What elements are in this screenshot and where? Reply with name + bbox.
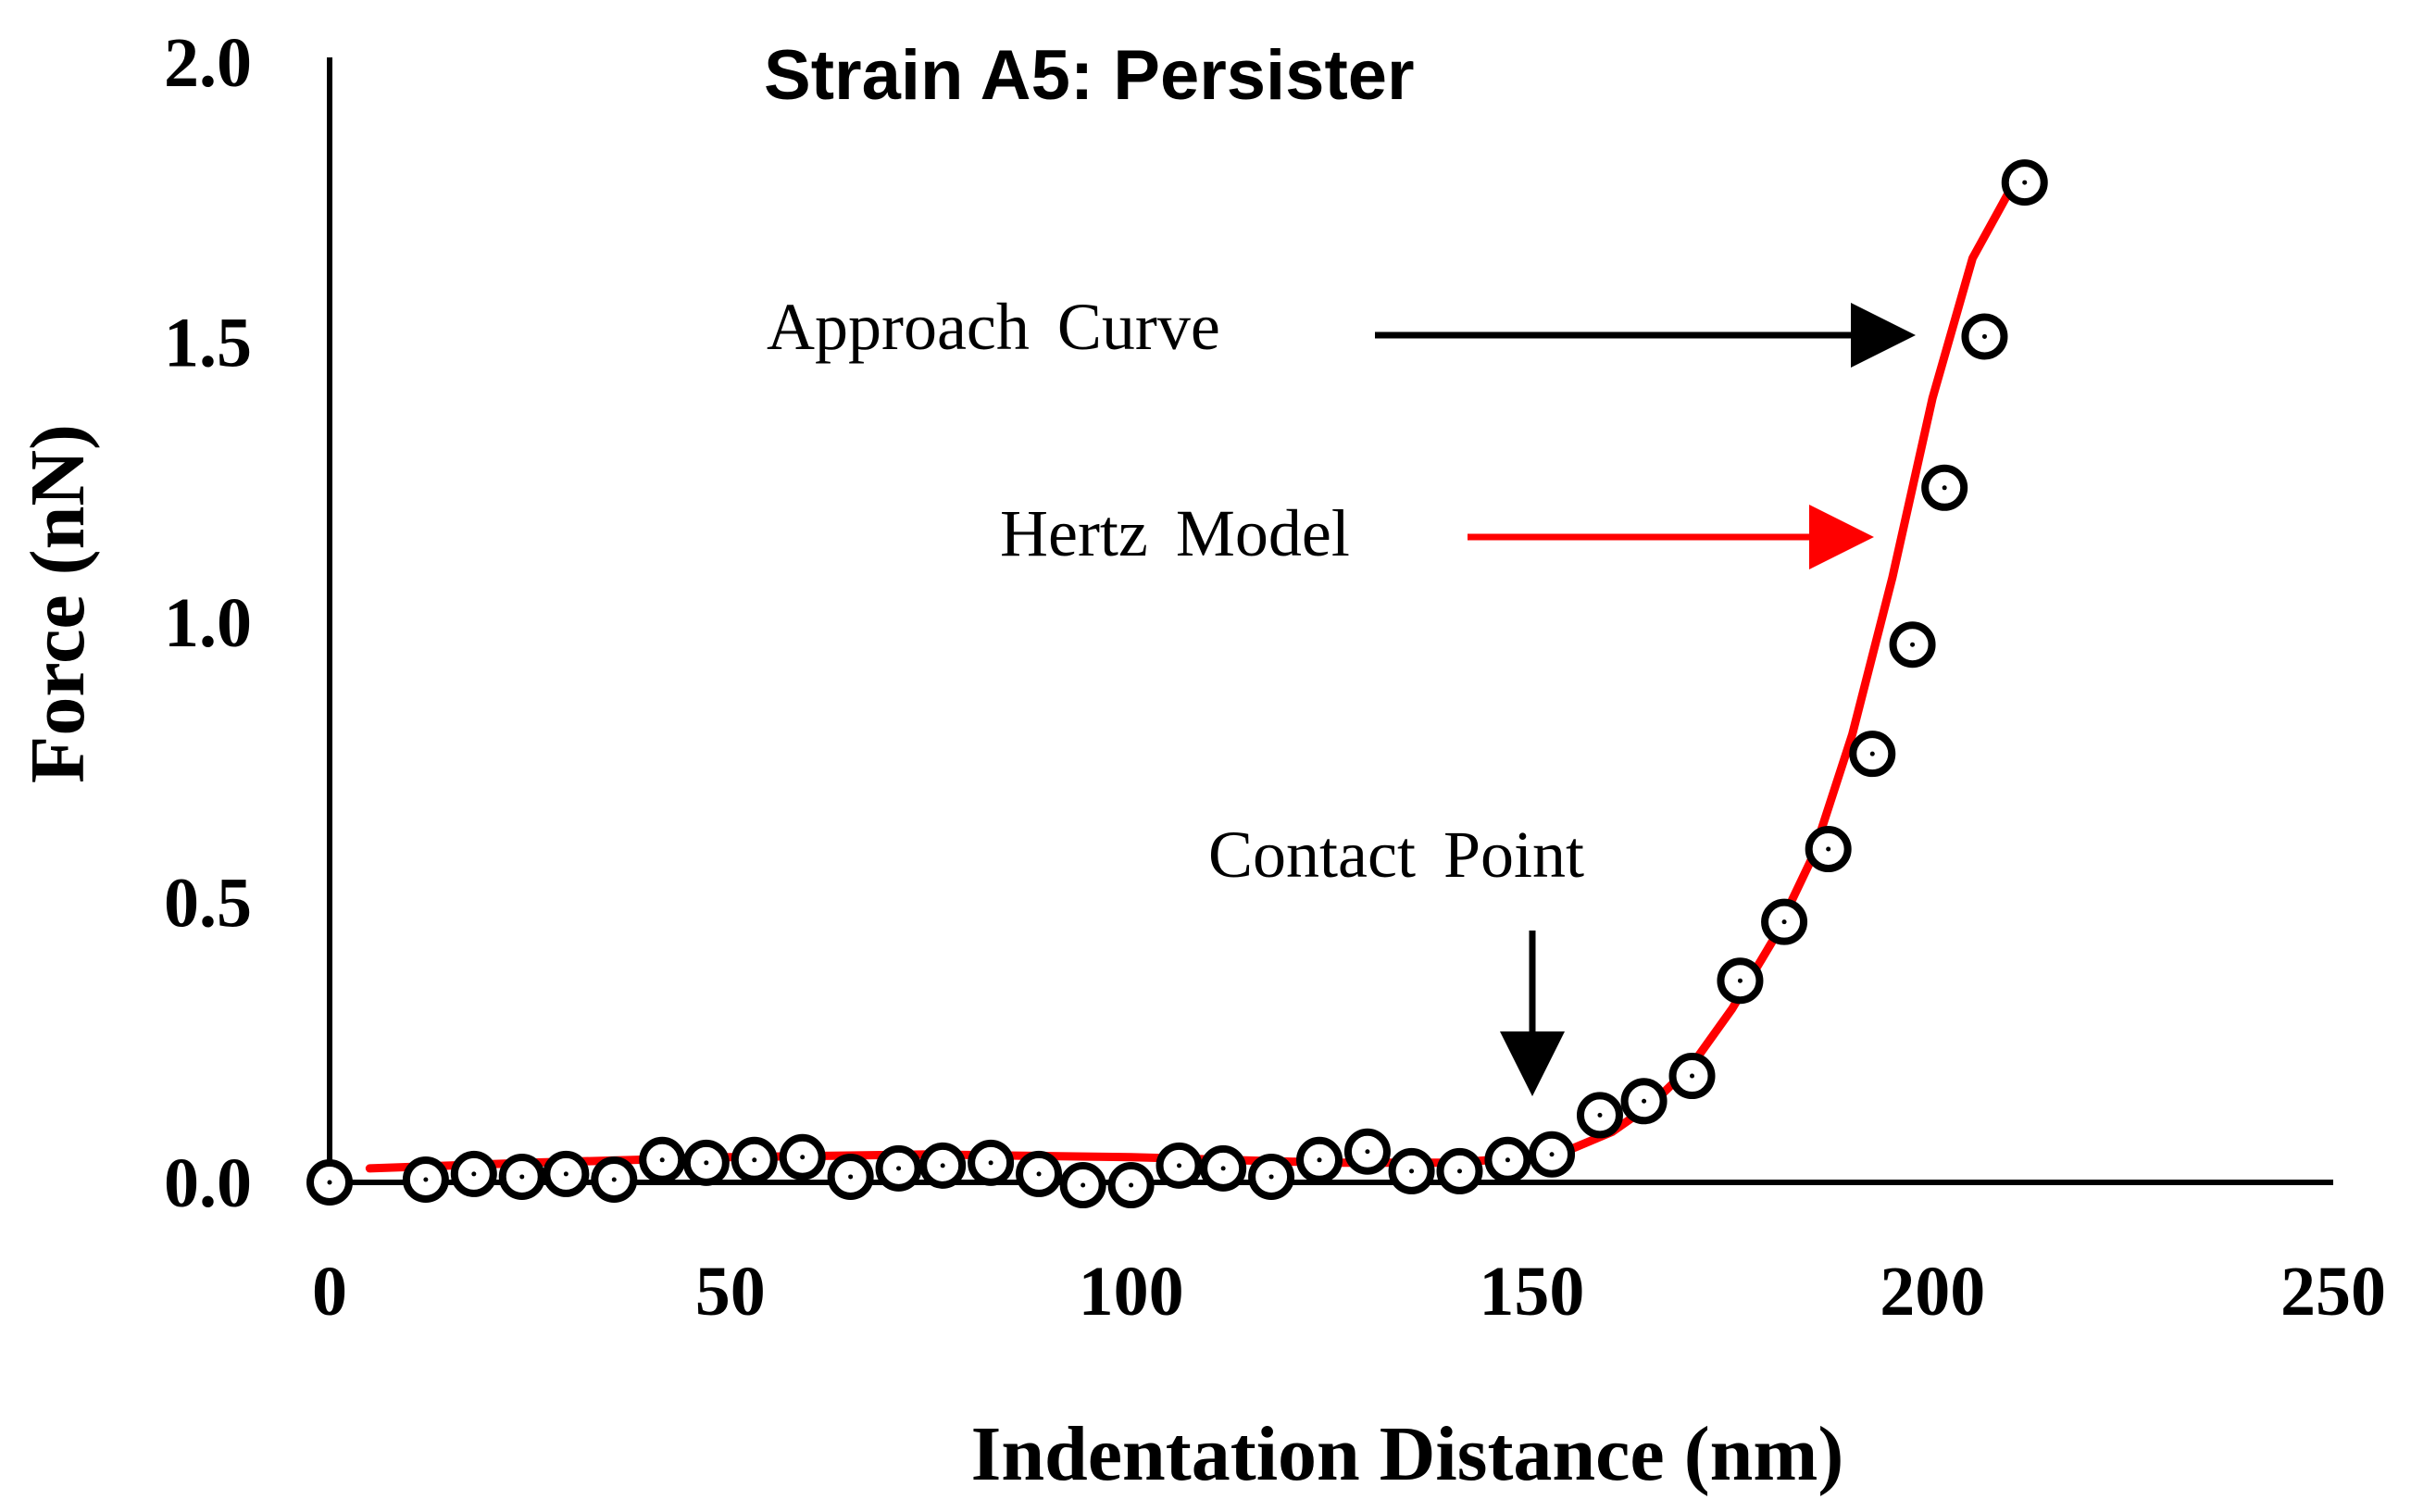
data-point [1343, 1128, 1391, 1175]
data-point [1761, 898, 1808, 945]
data-point [1576, 1092, 1623, 1139]
y-tick-label: 0.5 [164, 865, 252, 943]
y-axis-title: Force (nN) [15, 424, 101, 783]
data-point [1059, 1162, 1106, 1209]
data-point [1107, 1162, 1155, 1209]
data-point [1961, 313, 2008, 360]
y-tick-label: 2.0 [164, 24, 252, 102]
data-point [779, 1133, 826, 1181]
data-point [1849, 731, 1896, 778]
data-point [875, 1144, 922, 1192]
y-tick-label: 1.5 [164, 305, 252, 382]
data-point [1529, 1131, 1576, 1178]
annotation-approach-curve: Approach Curve [767, 290, 1220, 364]
data-point [450, 1150, 497, 1197]
data-point [1248, 1153, 1295, 1200]
data-point [1436, 1147, 1483, 1194]
axes [327, 57, 2333, 1185]
data-point [1889, 621, 1936, 669]
annotation-contact-point: Contact Point [1208, 818, 1584, 892]
x-tick-label: 250 [2280, 1253, 2386, 1331]
y-tick-label: 0.0 [164, 1144, 252, 1222]
data-point [639, 1136, 686, 1183]
approach-curve-series [306, 159, 2048, 1209]
data-point [1484, 1136, 1531, 1183]
data-point [306, 1159, 353, 1206]
data-point [1921, 464, 1968, 511]
x-axis-title: Indentation Distance (nm) [971, 1411, 1844, 1497]
data-point [543, 1150, 590, 1197]
chart-title: Strain A5: Persister [764, 36, 1415, 115]
y-tick-label: 1.0 [164, 584, 252, 662]
data-point [1717, 957, 1764, 1005]
data-point [1016, 1150, 1063, 1197]
data-point [402, 1156, 449, 1203]
data-point [919, 1142, 967, 1189]
data-point [827, 1153, 874, 1200]
x-tick-labels: 0 50 100 150 200 250 [312, 1253, 2386, 1331]
data-point [968, 1139, 1015, 1186]
data-point [1805, 826, 1852, 873]
data-point [1156, 1142, 1203, 1189]
data-point [1200, 1144, 1247, 1192]
data-point [731, 1136, 778, 1183]
data-point [1388, 1147, 1435, 1194]
y-tick-labels: 0.0 0.5 1.0 1.5 2.0 [164, 24, 252, 1222]
data-point [591, 1156, 638, 1203]
data-point [498, 1153, 545, 1200]
x-tick-label: 50 [695, 1253, 766, 1331]
x-tick-label: 200 [1880, 1253, 1985, 1331]
x-tick-label: 100 [1079, 1253, 1184, 1331]
data-point [1668, 1053, 1716, 1100]
annotations: Approach Curve Hertz Model Contact Point [767, 290, 1916, 1096]
x-tick-label: 0 [312, 1253, 347, 1331]
data-point [682, 1139, 730, 1186]
data-point [1620, 1078, 1668, 1125]
data-point [2001, 159, 2048, 206]
x-tick-label: 150 [1479, 1253, 1584, 1331]
annotation-hertz-model: Hertz Model [1000, 496, 1350, 570]
data-point [1296, 1136, 1343, 1183]
